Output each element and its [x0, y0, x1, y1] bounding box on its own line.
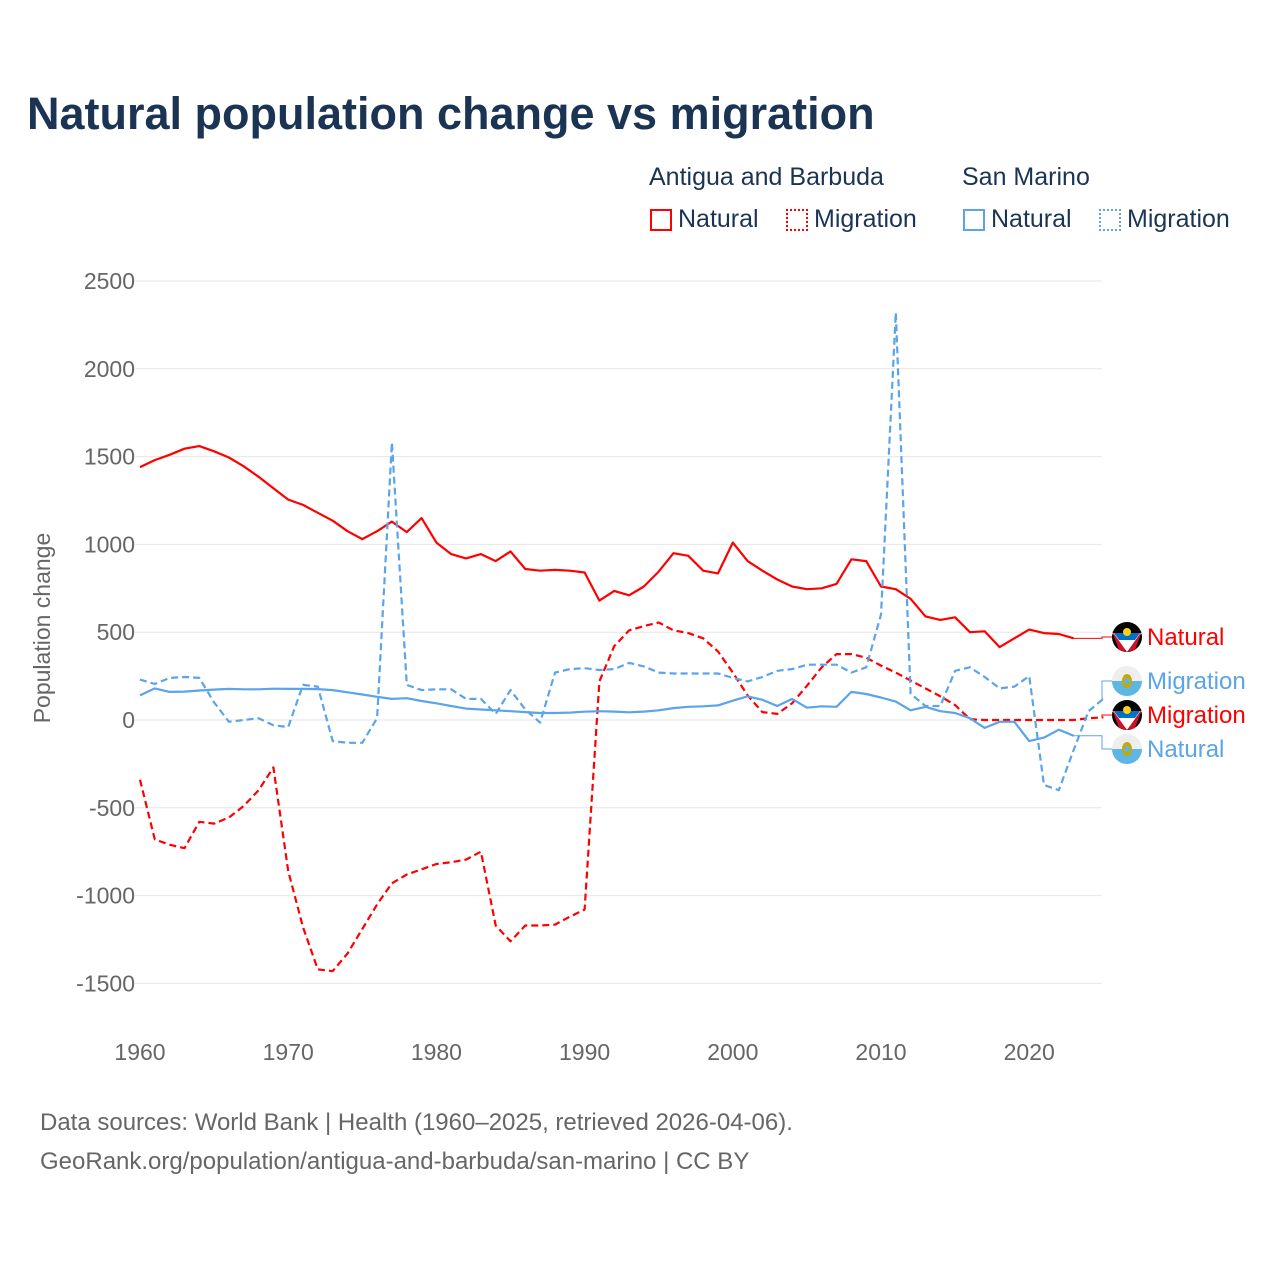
y-tick-label: 500: [97, 619, 135, 645]
dotted-swatch-icon: [1099, 208, 1121, 231]
y-tick-label: 2500: [84, 268, 135, 294]
x-tick-label: 1970: [263, 1039, 314, 1065]
flag-part: [1124, 746, 1130, 752]
flag-part: [1112, 681, 1142, 696]
flag-part: [1124, 678, 1130, 684]
end-label: Migration: [1147, 668, 1246, 695]
chart-title: Natural population change vs migration: [27, 88, 875, 139]
legend-label: Migration: [1127, 205, 1230, 233]
legend-san-marino-natural[interactable]: Natural: [963, 205, 1072, 234]
series-line-2: [139, 687, 1075, 743]
flag-part: [1114, 633, 1140, 640]
legend-label: Migration: [814, 205, 917, 233]
y-tick-label: -1000: [76, 883, 135, 909]
label-connector: [1101, 680, 1112, 700]
end-label: Migration: [1147, 702, 1246, 729]
y-tick-label: -500: [89, 795, 135, 821]
end-label: Natural: [1147, 736, 1224, 763]
flag-part: [1112, 631, 1142, 652]
solid-swatch-icon: [650, 208, 672, 231]
flag-part: [1112, 749, 1142, 764]
flag-part: [1112, 709, 1142, 730]
legend-antigua-natural[interactable]: Natural: [650, 205, 759, 234]
y-tick-label: 1500: [84, 444, 135, 470]
legend-label: Natural: [991, 205, 1072, 233]
flag-part: [1123, 706, 1131, 714]
label-connector: [1073, 636, 1112, 639]
x-tick-label: 1990: [559, 1039, 610, 1065]
legend-san-marino-migration[interactable]: Migration: [1099, 205, 1230, 234]
solid-swatch-icon: [963, 208, 985, 231]
label-connector: [1073, 735, 1112, 750]
y-tick-label: 0: [122, 707, 135, 733]
footer-sources: Data sources: World Bank | Health (1960–…: [40, 1109, 793, 1136]
x-tick-label: 1960: [114, 1039, 165, 1065]
y-axis-label: Population change: [29, 533, 55, 724]
flag-part: [1123, 628, 1131, 636]
series-line-1: [138, 621, 1104, 973]
legend-label: Natural: [678, 205, 759, 233]
series-line-3: [139, 311, 1105, 792]
series-line-0: [139, 445, 1075, 649]
x-tick-label: 1980: [411, 1039, 462, 1065]
legend-group-san-marino: San Marino: [962, 163, 1090, 191]
y-tick-label: 1000: [84, 531, 135, 557]
legend-group-antigua: Antigua and Barbuda: [649, 163, 884, 191]
y-tick-label: 2000: [84, 356, 135, 382]
label-connector: [1101, 714, 1112, 718]
footer-link[interactable]: GeoRank.org/population/antigua-and-barbu…: [40, 1148, 750, 1175]
dotted-swatch-icon: [786, 208, 808, 231]
end-label: Natural: [1147, 624, 1224, 651]
x-tick-label: 2010: [855, 1039, 906, 1065]
legend-antigua-migration[interactable]: Migration: [786, 205, 917, 234]
y-tick-label: -1500: [76, 970, 135, 996]
x-tick-label: 2020: [1004, 1039, 1055, 1065]
x-tick-label: 2000: [707, 1039, 758, 1065]
flag-part: [1114, 711, 1140, 718]
